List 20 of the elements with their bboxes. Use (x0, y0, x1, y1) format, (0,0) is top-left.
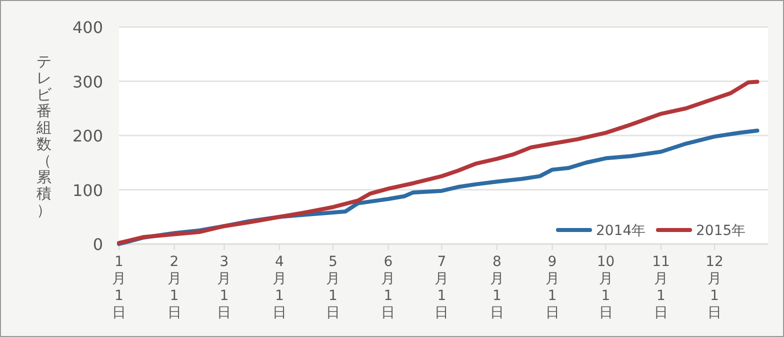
x-tick-label: 4月1日 (272, 254, 286, 321)
x-tick-label: 2月1日 (167, 254, 182, 321)
legend-label: 2014年 (596, 223, 646, 239)
x-tick-label: 12月1日 (706, 254, 724, 321)
x-tick-label: 7月1日 (434, 254, 449, 321)
text: テレビ番組数（累積） (36, 52, 52, 219)
x-tick-label: 11月1日 (652, 254, 670, 321)
y-tick-label: 400 (72, 18, 103, 37)
x-tick-label: 6月1日 (381, 254, 396, 321)
x-tick-label: 5月1日 (326, 254, 340, 321)
y-tick-label: 300 (72, 72, 103, 92)
legend-label: 2015年 (696, 223, 746, 239)
y-tick-label: 0 (92, 235, 103, 254)
x-tick-label: 1月1日 (112, 254, 126, 321)
x-tick-label: 8月1日 (490, 254, 504, 321)
x-tick-label: 10月1日 (596, 254, 615, 321)
x-tick-label: 9月1日 (545, 254, 560, 321)
y-tick-label: 200 (72, 126, 103, 146)
x-tick-label: 3月1日 (217, 254, 232, 321)
y-tick-label: 100 (72, 180, 103, 200)
